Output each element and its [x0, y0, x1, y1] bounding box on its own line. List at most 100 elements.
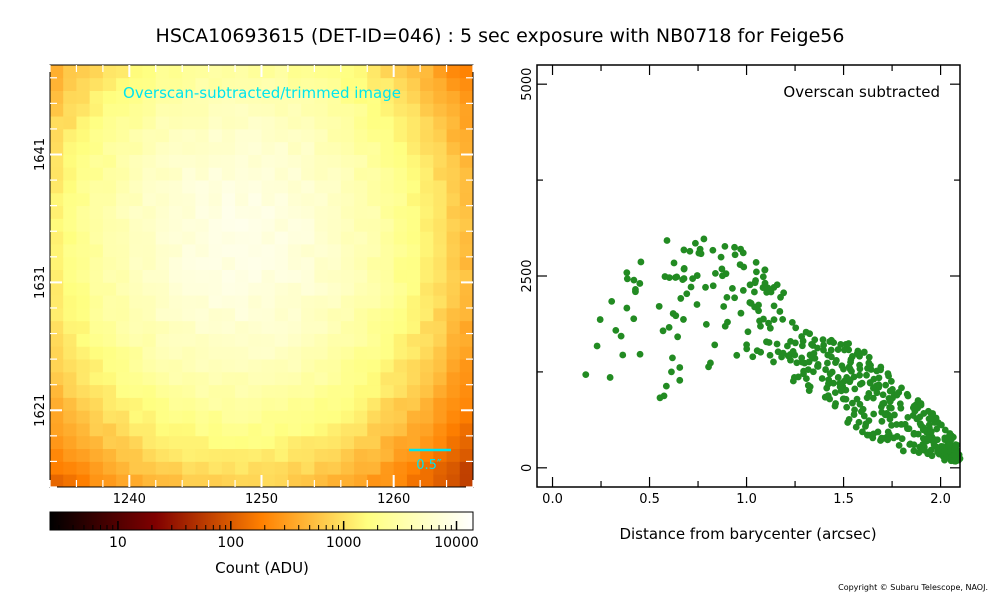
image-pixel: [142, 384, 157, 398]
image-pixel: [354, 474, 368, 488]
image-pixel: [142, 320, 157, 334]
image-pixel: [420, 256, 434, 271]
image-pixel: [168, 128, 183, 143]
image-pixel: [340, 180, 355, 194]
image-ticks: [49, 65, 474, 488]
image-pixel: [248, 333, 262, 347]
image-pixel: [340, 141, 355, 155]
profile-point: [866, 379, 874, 387]
image-pixel: [261, 218, 276, 232]
image-pixel: [314, 474, 328, 488]
image-pixel: [459, 448, 474, 462]
colorbar-gradient: [49, 511, 474, 531]
image-pixel: [102, 192, 117, 207]
image-pixel: [221, 141, 236, 155]
image-pixel: [76, 320, 91, 334]
image-pixel: [459, 333, 474, 347]
profile-point: [751, 279, 759, 287]
image-pixel: [354, 154, 368, 168]
image-pixel: [301, 448, 315, 462]
image-pixel: [393, 320, 408, 334]
image-pixel: [274, 77, 289, 91]
image-pixel: [89, 269, 104, 283]
image-pixel: [102, 282, 117, 296]
image-pixel: [327, 359, 342, 373]
image-pixel: [301, 295, 315, 309]
profile-point: [773, 281, 781, 289]
profile-point: [670, 259, 678, 267]
image-pixel: [208, 128, 223, 143]
image-pixel: [248, 141, 262, 155]
image-pixel: [287, 397, 302, 411]
image-pixel: [116, 116, 130, 130]
image-pixel: [314, 307, 328, 322]
image-pixel: [367, 103, 381, 117]
profile-point: [893, 421, 900, 428]
profile-point: [805, 358, 813, 366]
profile-point: [683, 290, 691, 298]
image-pixel: [102, 103, 117, 117]
image-pixel: [182, 65, 196, 79]
image-pixel: [354, 180, 368, 194]
image-pixel: [208, 65, 223, 79]
image-pixel: [367, 154, 381, 168]
image-pixel: [433, 423, 447, 437]
image-pixel: [129, 231, 143, 245]
image-pixel: [116, 410, 130, 424]
image-pixel: [208, 384, 223, 398]
profile-point: [761, 266, 769, 274]
image-pixel: [195, 77, 210, 91]
image-pixel: [76, 90, 91, 104]
image-pixel: [367, 333, 381, 347]
image-pixel: [446, 282, 461, 296]
image-pixel: [208, 103, 223, 117]
image-pixel: [142, 244, 157, 258]
image-pixel: [142, 192, 157, 207]
profile-point: [878, 434, 885, 442]
image-pixel: [354, 410, 368, 424]
image-pixel: [129, 423, 143, 437]
image-pixel: [208, 256, 223, 271]
image-pixel: [89, 128, 104, 143]
image-pixel: [129, 167, 143, 181]
image-pixel: [63, 167, 77, 181]
image-pixel: [274, 180, 289, 194]
image-pixel: [50, 180, 64, 194]
image-pixel: [195, 218, 210, 232]
image-pixel: [76, 77, 91, 91]
image-pixel: [367, 320, 381, 334]
image-pixel: [248, 410, 262, 424]
profile-point: [886, 404, 893, 411]
image-pixel: [50, 384, 64, 398]
profile-point: [826, 370, 834, 378]
image-pixel: [261, 128, 276, 143]
image-pixel: [301, 359, 315, 373]
image-pixel: [406, 435, 421, 450]
image-pixel: [459, 141, 474, 155]
image-pixel: [195, 269, 210, 283]
profile-point: [862, 422, 869, 430]
image-pixel: [235, 307, 249, 322]
image-pixel: [155, 167, 170, 181]
image-pixel: [406, 192, 421, 207]
image-pixel: [420, 128, 434, 143]
image-pixel: [261, 384, 276, 398]
image-pixel: [301, 65, 315, 79]
image-pixel: [301, 128, 315, 143]
image-pixel: [248, 397, 262, 411]
image-pixel: [340, 192, 355, 207]
image-pixel: [433, 205, 447, 219]
image-pixel: [459, 218, 474, 232]
image-pixel: [248, 192, 262, 207]
image-pixel: [380, 346, 395, 360]
profile-point: [630, 315, 638, 323]
profile-point: [825, 380, 832, 388]
image-pixel: [221, 410, 236, 424]
image-pixel: [235, 65, 249, 79]
image-pixel: [420, 397, 434, 411]
image-pixel: [380, 141, 395, 155]
image-pixel: [367, 474, 381, 488]
image-pixel: [459, 359, 474, 373]
image-pixel: [208, 244, 223, 258]
image-pixel: [459, 231, 474, 245]
